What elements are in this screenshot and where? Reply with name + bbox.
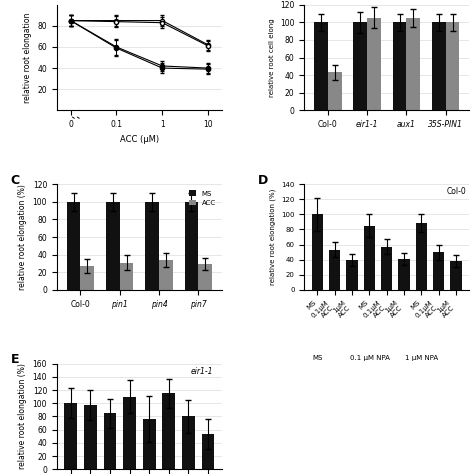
Bar bbox=[381, 247, 392, 290]
Bar bbox=[104, 413, 116, 469]
Text: D: D bbox=[258, 173, 268, 187]
Text: eir1-1: eir1-1 bbox=[191, 367, 214, 376]
Bar bbox=[392, 22, 406, 110]
Bar bbox=[163, 393, 175, 469]
Bar bbox=[67, 202, 81, 290]
Bar bbox=[432, 22, 446, 110]
Bar bbox=[120, 263, 134, 290]
Y-axis label: relative root elongation (%): relative root elongation (%) bbox=[269, 189, 275, 285]
X-axis label: ACC (μM): ACC (μM) bbox=[120, 135, 159, 144]
Text: Col-0: Col-0 bbox=[446, 187, 466, 196]
Y-axis label: relative root elongation (%): relative root elongation (%) bbox=[18, 184, 27, 290]
Bar bbox=[416, 223, 427, 290]
Legend: MS, ACC: MS, ACC bbox=[186, 188, 219, 209]
Bar bbox=[367, 18, 381, 110]
Bar bbox=[201, 434, 214, 469]
Bar bbox=[184, 202, 198, 290]
Bar bbox=[64, 403, 77, 469]
Bar bbox=[106, 202, 120, 290]
Bar bbox=[346, 260, 358, 290]
Bar bbox=[364, 226, 375, 290]
Bar bbox=[182, 417, 195, 469]
Text: 1 μM NPA: 1 μM NPA bbox=[405, 355, 438, 361]
Bar bbox=[123, 397, 136, 469]
Bar bbox=[328, 73, 342, 110]
Bar bbox=[145, 202, 159, 290]
Text: 0.1 μM NPA: 0.1 μM NPA bbox=[349, 355, 389, 361]
Bar bbox=[143, 419, 155, 469]
Bar bbox=[314, 22, 328, 110]
Bar bbox=[354, 22, 367, 110]
Y-axis label: relative root elongation (%): relative root elongation (%) bbox=[18, 364, 27, 469]
Bar bbox=[399, 259, 410, 290]
Text: E: E bbox=[11, 353, 19, 366]
Bar bbox=[406, 18, 420, 110]
Bar bbox=[312, 214, 323, 290]
Y-axis label: relative root elongation: relative root elongation bbox=[23, 12, 32, 103]
Bar bbox=[159, 260, 173, 290]
Text: MS: MS bbox=[312, 355, 323, 361]
Bar bbox=[198, 264, 212, 290]
Bar bbox=[84, 405, 97, 469]
Text: C: C bbox=[11, 173, 20, 187]
Bar bbox=[329, 250, 340, 290]
Bar bbox=[81, 266, 94, 290]
Bar bbox=[433, 252, 445, 290]
Bar bbox=[450, 261, 462, 290]
Bar bbox=[446, 22, 459, 110]
Y-axis label: relative root cell elong: relative root cell elong bbox=[269, 18, 274, 97]
